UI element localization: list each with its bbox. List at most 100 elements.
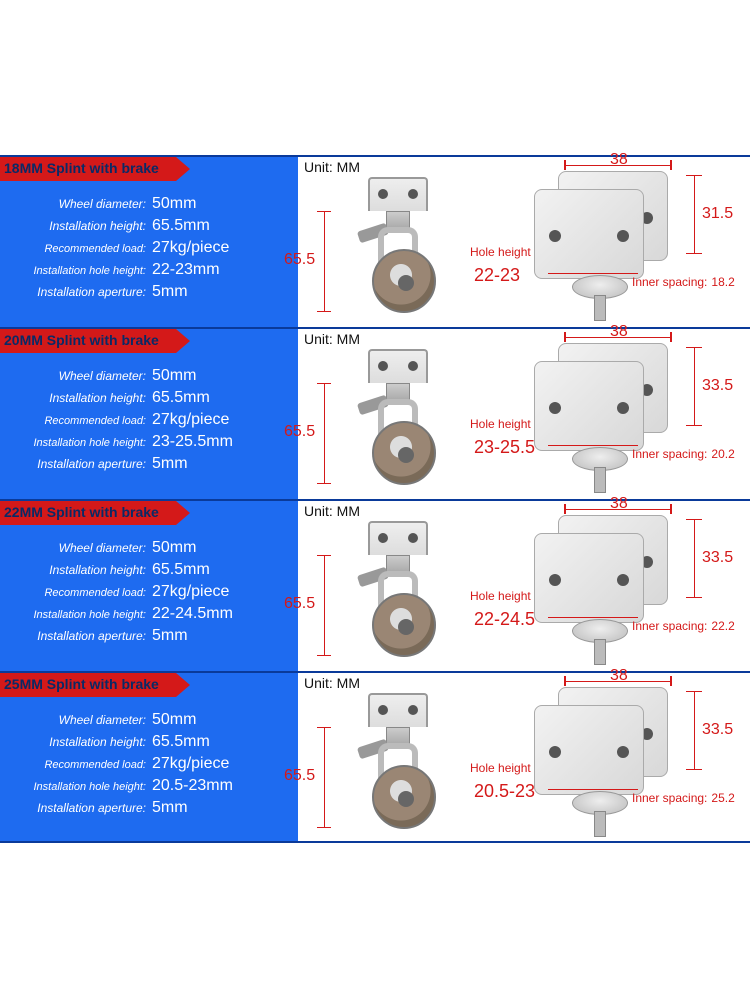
spec-label: Installation hole height: [0, 781, 152, 793]
spec-label: Installation hole height: [0, 437, 152, 449]
splint-bracket-icon [368, 177, 428, 211]
hole-height-range-value: 23-25.5 [474, 437, 535, 458]
spec-line: Installation hole height:22-24.5mm [0, 603, 298, 625]
spec-value: 50mm [152, 195, 196, 213]
spec-label: Wheel diameter: [0, 541, 152, 555]
spec-value: 27kg/piece [152, 239, 229, 257]
bracket-plate-front-icon [534, 705, 644, 795]
diagram-panel: Unit: MM65.5Hole height range22-233831.5… [298, 157, 750, 327]
spec-value: 50mm [152, 711, 196, 729]
tick-icon [686, 347, 702, 348]
spec-label: Installation hole height: [0, 265, 152, 277]
spec-label: Installation aperture: [0, 457, 152, 471]
spec-line: Installation height:65.5mm [0, 387, 298, 409]
tick-icon [686, 253, 702, 254]
tick-icon [686, 769, 702, 770]
spec-panel: 22MM Splint with brakeWheel diameter:50m… [0, 501, 298, 671]
inner-spacing-line [548, 273, 638, 274]
caster-wheel-icon [372, 249, 436, 313]
inner-spacing-prefix: Inner spacing: [632, 275, 707, 289]
spec-line: Wheel diameter:50mm [0, 537, 298, 559]
spec-row: 22MM Splint with brakeWheel diameter:50m… [0, 499, 750, 671]
inner-spacing-prefix: Inner spacing: [632, 791, 707, 805]
dimension-height-value: 65.5 [284, 251, 315, 269]
spec-value: 65.5mm [152, 389, 210, 407]
spec-value: 65.5mm [152, 217, 210, 235]
unit-label: Unit: MM [304, 159, 360, 175]
dimension-bracket-depth-value: 33.5 [702, 549, 733, 567]
bracket-plate-front-icon [534, 533, 644, 623]
dimension-height-value: 65.5 [284, 423, 315, 441]
hole-height-range-value: 20.5-23 [474, 781, 535, 802]
spec-line: Installation aperture:5mm [0, 453, 298, 475]
inner-spacing-prefix: Inner spacing: [632, 447, 707, 461]
dimension-bracket-depth-line [694, 347, 695, 425]
inner-spacing-label: Inner spacing: 25.2 [632, 791, 735, 805]
inner-spacing-value: 25.2 [711, 791, 734, 805]
spec-value: 27kg/piece [152, 583, 229, 601]
spec-row: 25MM Splint with brakeWheel diameter:50m… [0, 671, 750, 843]
spec-line: Wheel diameter:50mm [0, 193, 298, 215]
spec-label: Recommended load: [0, 415, 152, 427]
spec-line: Installation hole height:20.5-23mm [0, 775, 298, 797]
spec-rows-container: 18MM Splint with brakeWheel diameter:50m… [0, 155, 750, 843]
spec-label: Installation height: [0, 219, 152, 233]
spec-table: Wheel diameter:50mmInstallation height:6… [0, 537, 298, 647]
unit-label: Unit: MM [304, 503, 360, 519]
spec-value: 27kg/piece [152, 755, 229, 773]
spec-row: 20MM Splint with brakeWheel diameter:50m… [0, 327, 750, 499]
spec-label: Installation height: [0, 563, 152, 577]
diagram-panel: Unit: MM65.5Hole height range20.5-233833… [298, 673, 750, 841]
spec-line: Recommended load:27kg/piece [0, 753, 298, 775]
spec-label: Installation height: [0, 735, 152, 749]
spec-value: 5mm [152, 627, 188, 645]
dimension-bracket-depth-value: 33.5 [702, 377, 733, 395]
spec-table: Wheel diameter:50mmInstallation height:6… [0, 193, 298, 303]
dimension-bracket-width-value: 38 [610, 323, 628, 341]
splint-bracket-icon [368, 693, 428, 727]
dimension-bracket-depth-line [694, 691, 695, 769]
spec-panel: 18MM Splint with brake Wheel diameter:50m… [0, 157, 298, 327]
spec-label: Installation hole height: [0, 609, 152, 621]
inner-spacing-line [548, 445, 638, 446]
tick-icon [670, 160, 672, 170]
dimension-bracket-width-value: 38 [610, 495, 628, 513]
spec-line: Installation height:65.5mm [0, 215, 298, 237]
caster-wheel-icon [372, 765, 436, 829]
spec-label: Recommended load: [0, 587, 152, 599]
tick-icon [686, 175, 702, 176]
inner-spacing-label: Inner spacing:18.2 [632, 275, 735, 289]
spec-value: 23-25.5mm [152, 433, 233, 451]
spec-label: Wheel diameter: [0, 369, 152, 383]
tick-icon [686, 425, 702, 426]
spec-label: Installation height: [0, 391, 152, 405]
hole-height-range-value: 22-24.5 [474, 609, 535, 630]
inner-spacing-label: Inner spacing:20.2 [632, 447, 735, 461]
spec-line: Wheel diameter:50mm [0, 709, 298, 731]
spec-value: 50mm [152, 367, 196, 385]
spec-label: Wheel diameter: [0, 197, 152, 211]
caster-stem-icon [594, 811, 606, 837]
dimension-height-value: 65.5 [284, 595, 315, 613]
unit-label: Unit: MM [304, 331, 360, 347]
tick-icon [670, 504, 672, 514]
caster-stem-icon [594, 295, 606, 321]
inner-spacing-line [548, 617, 638, 618]
spec-value: 5mm [152, 455, 188, 473]
splint-bracket-icon [368, 521, 428, 555]
dimension-bracket-depth-line [694, 175, 695, 253]
splint-bracket-icon [368, 349, 428, 383]
title-ribbon: 18MM Splint with brake [0, 157, 190, 181]
spec-label: Recommended load: [0, 759, 152, 771]
spec-value: 22-24.5mm [152, 605, 233, 623]
inner-spacing-label: Inner spacing:22.2 [632, 619, 735, 633]
spec-value: 27kg/piece [152, 411, 229, 429]
spec-line: Installation aperture:5mm [0, 281, 298, 303]
spec-label: Installation aperture: [0, 285, 152, 299]
dimension-bracket-depth-value: 33.5 [702, 721, 733, 739]
tick-icon [686, 691, 702, 692]
spec-line: Installation height:65.5mm [0, 559, 298, 581]
spec-panel: 20MM Splint with brakeWheel diameter:50m… [0, 329, 298, 499]
spec-value: 20.5-23mm [152, 777, 233, 795]
spec-value: 65.5mm [152, 561, 210, 579]
